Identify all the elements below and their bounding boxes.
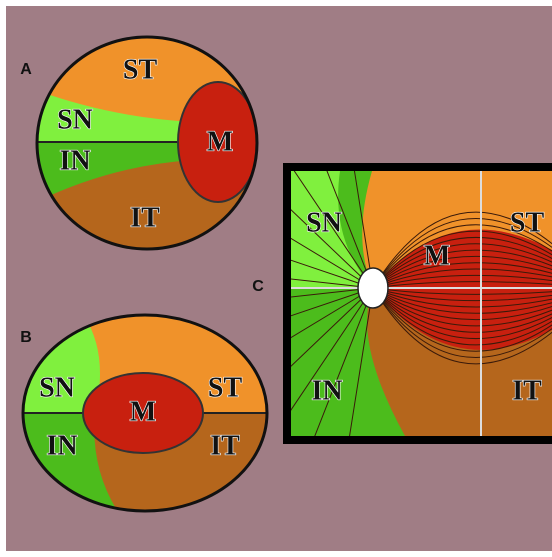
region-label: M <box>424 240 450 271</box>
region-label: SN <box>57 104 93 135</box>
region-label: ST <box>123 54 158 85</box>
region-label: IT <box>130 202 160 233</box>
region-label: M <box>130 396 156 427</box>
region-label: ST <box>510 207 545 238</box>
panel-label: C <box>252 278 264 295</box>
region-label: IN <box>311 375 342 406</box>
region-label: M <box>207 126 233 157</box>
region-label: IT <box>512 375 542 406</box>
figure: A ST SN M IN IT B SN M ST IN IT C SN M S… <box>0 0 552 557</box>
panel-label: A <box>20 61 32 78</box>
region-label: SN <box>306 207 342 238</box>
panel-label: B <box>20 329 32 346</box>
region-label: IN <box>46 430 77 461</box>
region-label: IN <box>59 145 90 176</box>
region-label: ST <box>208 372 243 403</box>
region-label: IT <box>210 430 240 461</box>
region-label: SN <box>39 372 75 403</box>
